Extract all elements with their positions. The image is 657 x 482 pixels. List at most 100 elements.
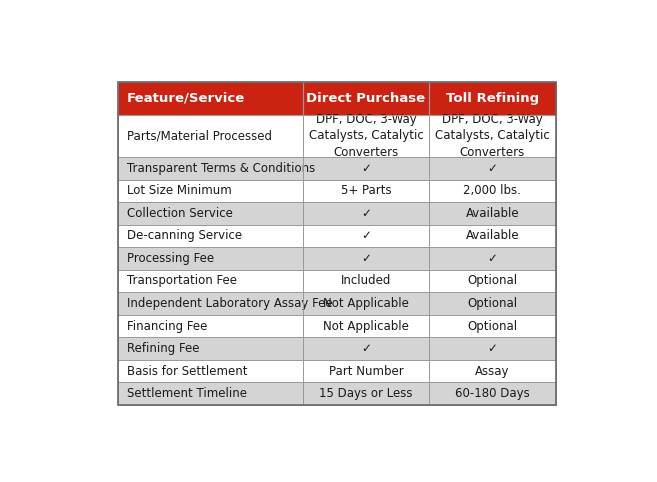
Text: ✓: ✓ (361, 342, 371, 355)
Text: ✓: ✓ (361, 162, 371, 175)
Text: Included: Included (341, 274, 391, 287)
Text: 2,000 lbs.: 2,000 lbs. (463, 184, 521, 197)
Bar (303, 225, 429, 247)
Bar (118, 337, 303, 360)
Bar (429, 180, 556, 202)
Text: Part Number: Part Number (328, 364, 403, 377)
Bar (118, 157, 303, 180)
Bar (303, 382, 429, 405)
Bar (118, 337, 303, 360)
Text: Settlement Timeline: Settlement Timeline (127, 387, 247, 400)
Text: Optional: Optional (467, 297, 518, 310)
Bar (118, 115, 303, 157)
Bar (429, 337, 556, 360)
Bar (303, 180, 429, 202)
Bar (118, 225, 303, 247)
Text: Feature/Service: Feature/Service (127, 92, 245, 105)
Bar (429, 225, 556, 247)
Bar (303, 337, 429, 360)
Text: Financing Fee: Financing Fee (127, 320, 208, 333)
Text: Independent Laboratory Assay Fee: Independent Laboratory Assay Fee (127, 297, 332, 310)
Bar (429, 382, 556, 405)
Bar (118, 202, 303, 225)
Bar (429, 270, 556, 292)
Text: ✓: ✓ (361, 229, 371, 242)
Bar (429, 315, 556, 337)
Bar (429, 382, 556, 405)
Bar (118, 270, 303, 292)
Bar (118, 315, 303, 337)
Text: DPF, DOC, 3-Way
Catalysts, Catalytic
Converters: DPF, DOC, 3-Way Catalysts, Catalytic Con… (435, 113, 550, 159)
Bar (429, 115, 556, 157)
Bar (429, 337, 556, 360)
Bar (118, 115, 303, 157)
Bar (303, 247, 429, 270)
Bar (118, 292, 303, 315)
Text: 60-180 Days: 60-180 Days (455, 387, 530, 400)
Bar (303, 82, 429, 115)
Bar (303, 115, 429, 157)
Bar (118, 82, 303, 115)
Text: Toll Refining: Toll Refining (446, 92, 539, 105)
Bar (118, 82, 556, 405)
Text: De-canning Service: De-canning Service (127, 229, 242, 242)
Text: DPF, DOC, 3-Way
Catalysts, Catalytic
Converters: DPF, DOC, 3-Way Catalysts, Catalytic Con… (309, 113, 423, 159)
Bar (429, 270, 556, 292)
Bar (303, 382, 429, 405)
Bar (303, 157, 429, 180)
Bar (303, 247, 429, 270)
Text: Parts/Material Processed: Parts/Material Processed (127, 130, 272, 143)
Text: ✓: ✓ (487, 252, 497, 265)
Text: Lot Size Minimum: Lot Size Minimum (127, 184, 232, 197)
Bar (429, 82, 556, 115)
Bar (429, 360, 556, 382)
Bar (118, 82, 303, 115)
Bar (118, 180, 303, 202)
Text: ✓: ✓ (487, 342, 497, 355)
Bar (118, 225, 303, 247)
Bar (303, 82, 429, 115)
Bar (429, 82, 556, 115)
Bar (118, 292, 303, 315)
Bar (429, 292, 556, 315)
Bar (429, 360, 556, 382)
Text: Refining Fee: Refining Fee (127, 342, 200, 355)
Bar (429, 292, 556, 315)
Bar (118, 202, 303, 225)
Text: Collection Service: Collection Service (127, 207, 233, 220)
Bar (118, 360, 303, 382)
Text: Direct Purchase: Direct Purchase (306, 92, 426, 105)
Text: ✓: ✓ (361, 207, 371, 220)
Text: Processing Fee: Processing Fee (127, 252, 214, 265)
Bar (303, 115, 429, 157)
Text: Not Applicable: Not Applicable (323, 297, 409, 310)
Bar (303, 315, 429, 337)
Text: Optional: Optional (467, 320, 518, 333)
Bar (118, 270, 303, 292)
Text: Transparent Terms & Conditions: Transparent Terms & Conditions (127, 162, 315, 175)
Bar (429, 225, 556, 247)
Bar (429, 157, 556, 180)
Bar (429, 315, 556, 337)
Bar (429, 115, 556, 157)
Bar (118, 382, 303, 405)
Bar (303, 337, 429, 360)
Text: Transportation Fee: Transportation Fee (127, 274, 237, 287)
Bar (303, 292, 429, 315)
Bar (303, 180, 429, 202)
Text: Basis for Settlement: Basis for Settlement (127, 364, 248, 377)
Bar (118, 247, 303, 270)
Bar (118, 382, 303, 405)
Bar (118, 315, 303, 337)
Bar (118, 247, 303, 270)
Bar (303, 225, 429, 247)
Bar (303, 202, 429, 225)
Bar (429, 157, 556, 180)
Bar (118, 157, 303, 180)
Bar (303, 202, 429, 225)
Bar (303, 292, 429, 315)
Bar (429, 202, 556, 225)
Bar (303, 157, 429, 180)
Bar (118, 180, 303, 202)
Bar (303, 270, 429, 292)
